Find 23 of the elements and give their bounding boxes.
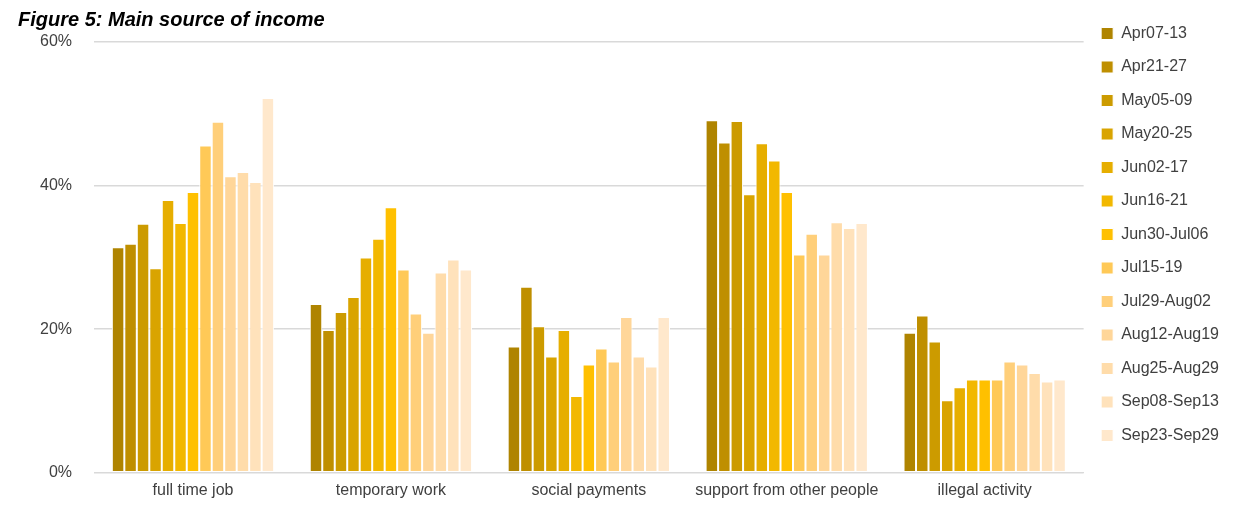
y-tick-label: 20% bbox=[39, 319, 73, 337]
legend-label: Jun02-17 bbox=[1121, 157, 1188, 175]
legend-label: May20-25 bbox=[1121, 124, 1193, 142]
legend-label: Sep23-Sep29 bbox=[1121, 425, 1220, 443]
x-tick-label: full time job bbox=[152, 480, 234, 498]
x-tick-label: social payments bbox=[531, 480, 647, 498]
legend-label: Aug12-Aug19 bbox=[1121, 325, 1220, 343]
legend-label: Apr07-13 bbox=[1121, 23, 1188, 41]
x-tick-label: illegal activity bbox=[937, 480, 1032, 498]
x-tick-label: temporary work bbox=[335, 480, 448, 498]
legend-label: Aug25-Aug29 bbox=[1121, 358, 1220, 376]
legend-label: Sep08-Sep13 bbox=[1121, 392, 1220, 410]
y-tick-label: 60% bbox=[39, 32, 73, 50]
legend-label: May05-09 bbox=[1121, 90, 1193, 108]
legend-label: Jul15-19 bbox=[1121, 258, 1183, 276]
legend-label: Jun16-21 bbox=[1121, 191, 1188, 209]
legend-label: Apr21-27 bbox=[1121, 57, 1188, 75]
chart-title: Figure 5: Main source of income bbox=[18, 7, 325, 30]
legend-label: Jun30-Jul06 bbox=[1121, 224, 1209, 242]
y-tick-label: 0% bbox=[48, 463, 73, 481]
x-tick-label: support from other people bbox=[695, 480, 879, 498]
y-tick-label: 40% bbox=[39, 176, 73, 194]
legend-label: Jul29-Aug02 bbox=[1121, 291, 1212, 309]
